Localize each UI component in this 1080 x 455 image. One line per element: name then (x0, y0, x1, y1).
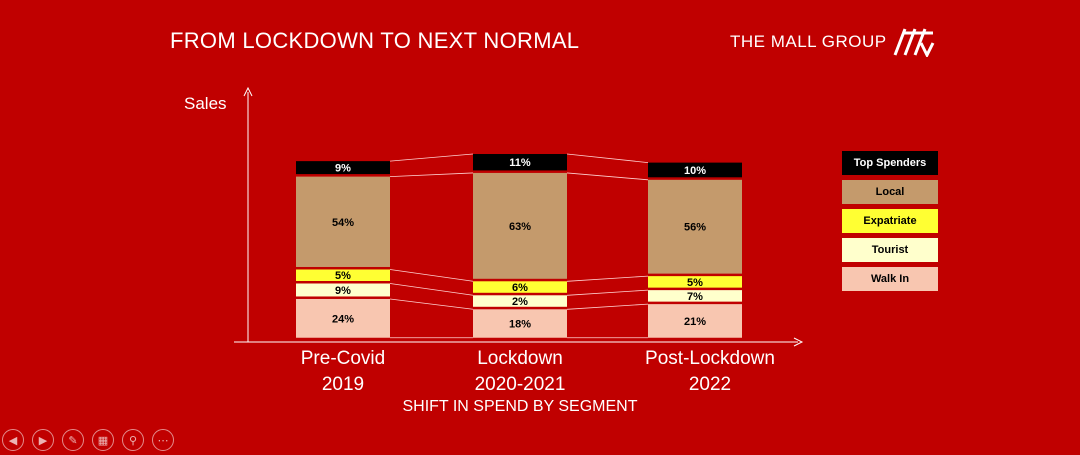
legend-item-expatriate: Expatriate (842, 209, 938, 233)
brand-logo: THE MALL GROUP (730, 26, 935, 58)
bar-segment-top-spenders (648, 162, 742, 178)
connector-line (389, 153, 474, 162)
bar-segment-walk-in (473, 309, 567, 338)
x-tick-label: Pre-Covid (301, 348, 385, 369)
chart-subtitle: SHIFT IN SPEND BY SEGMENT (402, 398, 638, 415)
bar-data-label: 7% (687, 291, 703, 303)
bar-segment-local (296, 176, 390, 267)
x-tick-label: 2022 (689, 374, 731, 395)
bar-data-label: 2% (512, 296, 528, 308)
zoom-icon[interactable]: ⚲ (122, 429, 144, 451)
bar-segment-tourist (296, 283, 390, 297)
bar-data-label: 9% (335, 285, 351, 297)
mall-group-logo-icon (893, 28, 934, 57)
bar-data-label: 18% (509, 319, 531, 331)
bar-segment-top-spenders (296, 161, 390, 175)
legend: Top Spenders Local Expatriate Tourist Walk I… (842, 151, 938, 296)
more-options-icon[interactable]: ⋯ (152, 429, 174, 451)
x-tick-label: Lockdown (477, 348, 563, 369)
slides-grid-icon[interactable]: ▦ (92, 429, 114, 451)
connector-line (566, 153, 649, 164)
bar-segment-walk-in (296, 298, 390, 338)
pen-icon[interactable]: ✎ (62, 429, 84, 451)
bar-data-label: 11% (509, 157, 531, 169)
connector-line (566, 275, 649, 282)
bar-segment-local (473, 172, 567, 279)
legend-item-walk-in: Walk In (842, 267, 938, 291)
slideshow-controls: ◀ ▶ ✎ ▦ ⚲ ⋯ (2, 429, 174, 451)
y-axis-label: Sales (184, 94, 227, 113)
bar-data-label: 9% (335, 163, 351, 175)
bar-data-label: 63% (509, 221, 531, 233)
legend-item-top-spenders: Top Spenders (842, 151, 938, 175)
previous-slide-icon[interactable]: ◀ (2, 429, 24, 451)
slide-title: FROM LOCKDOWN TO NEXT NORMAL (170, 28, 580, 53)
bar-segment-top-spenders (473, 154, 567, 171)
bar-data-label: 5% (687, 277, 703, 289)
bar-data-label: 56% (684, 222, 706, 234)
x-tick-label: 2020-2021 (475, 374, 566, 395)
legend-item-tourist: Tourist (842, 238, 938, 262)
bar-segment-tourist (473, 295, 567, 307)
bar-data-label: 24% (332, 313, 354, 325)
connector-line (389, 283, 474, 296)
brand-name: THE MALL GROUP (730, 32, 887, 51)
bar-data-label: 6% (512, 282, 528, 294)
x-tick-label: Post-Lockdown (645, 348, 775, 369)
bar-segment-expatriate (296, 269, 390, 281)
bar-data-label: 5% (335, 270, 351, 282)
bar-data-label: 21% (684, 316, 706, 328)
x-axis-arrow (793, 337, 804, 347)
connector-line (566, 303, 649, 310)
bar-segment-expatriate (473, 281, 567, 293)
bar-segment-tourist (648, 290, 742, 302)
next-slide-icon[interactable]: ▶ (32, 429, 54, 451)
connector-line (389, 172, 474, 178)
connector-line (389, 298, 474, 310)
connector-line (566, 172, 649, 181)
connector-line (389, 269, 474, 282)
bar-segment-expatriate (648, 276, 742, 288)
y-axis-arrow (243, 86, 253, 97)
bar-segment-local (648, 179, 742, 274)
legend-item-local: Local (842, 180, 938, 204)
bar-segment-walk-in (648, 304, 742, 338)
x-tick-label: 2019 (322, 374, 364, 395)
connector-line (566, 289, 649, 296)
bar-data-label: 10% (684, 165, 706, 177)
bar-data-label: 54% (332, 217, 354, 229)
